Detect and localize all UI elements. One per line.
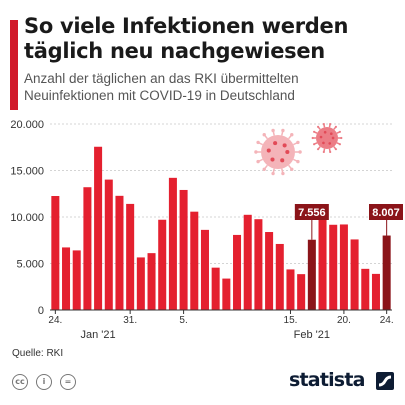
bar [136,257,145,310]
y-tick-label: 0 [38,305,44,317]
nd-license-icon[interactable]: = [60,374,76,390]
x-month-label: Jan '21 [81,329,116,340]
bar [72,250,81,310]
bar [126,203,135,310]
by-license-icon[interactable]: i [36,374,52,390]
x-tick-label: 24. [380,315,394,326]
y-tick-label: 10.000 [10,212,44,224]
bar [168,177,177,310]
bar [200,229,209,310]
bar-chart: 0 5.000 10.000 15.000 20.000 24. 31. 5. 15. 20. 24… [10,119,403,340]
statista-mark-icon [376,372,394,390]
x-tick-label: 31. [123,315,137,326]
bar [222,278,231,310]
bar [382,235,391,310]
annotation-label: 7.556 [298,207,326,219]
bar [361,268,370,310]
y-tick-label: 20.000 [10,119,44,131]
x-tick-label: 24. [48,315,62,326]
bar [297,274,306,310]
bar [318,215,327,310]
bar [104,179,113,310]
x-tick-label: 15. [284,315,298,326]
annotation-box [369,204,403,220]
x-month-label: Feb '21 [294,329,330,340]
source-note: Quelle: RKI [12,348,64,359]
bar [62,247,71,310]
bar [179,189,188,310]
chart-title: So viele Infektionen werden täglich neu … [24,14,349,63]
bar [350,239,359,310]
bar [307,239,316,310]
bar [286,269,295,310]
bar [51,196,60,310]
bar [371,273,380,310]
virus-illustration-icon [254,128,302,176]
bar [339,224,348,310]
bar [147,253,156,310]
title-accent-bar [10,20,18,110]
cc-license-icon[interactable]: cc [12,374,28,390]
annotation-label: 8.007 [372,207,400,219]
statista-wordmark: statista [289,369,365,391]
annotation-box [294,204,329,220]
bar [94,146,103,310]
virus-illustration-small-icon [311,122,343,154]
y-tick-label: 5.000 [16,259,44,271]
bar [211,267,220,310]
chart-subtitle: Anzahl der täglichen an das RKI übermitt… [24,71,299,103]
y-tick-label: 15.000 [10,166,44,178]
bar [265,232,274,310]
bar [115,195,124,310]
bar [243,214,252,310]
bar [275,243,284,310]
bar [233,234,242,310]
x-tick-label: 5. [179,315,187,326]
bar [158,219,167,310]
bar [190,211,199,310]
bar [329,224,338,310]
x-tick-label: 20. [337,315,351,326]
bar [83,187,92,310]
bar [254,219,263,310]
